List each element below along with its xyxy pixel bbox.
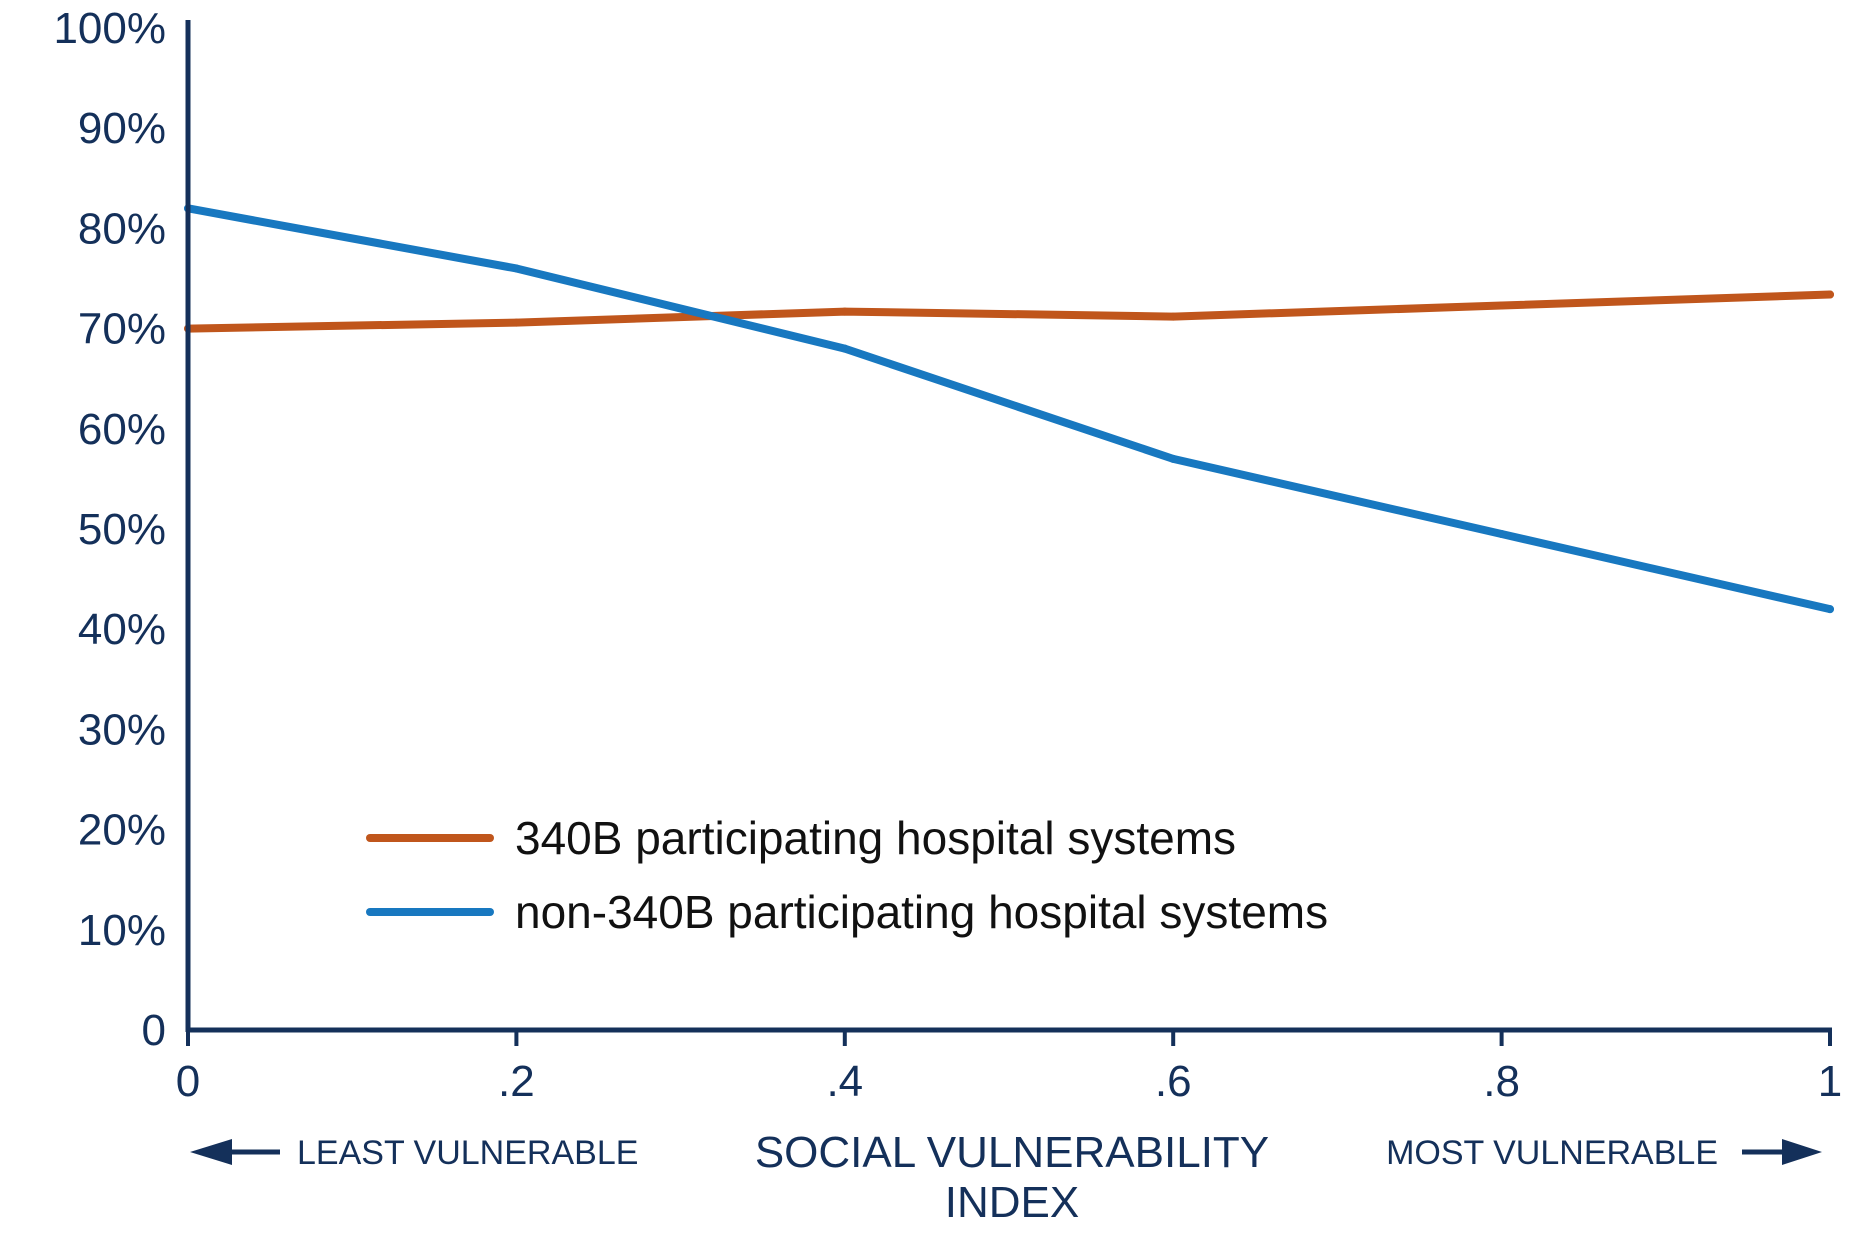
data-point: [512, 318, 521, 327]
y-tick-label: 0: [142, 1006, 166, 1055]
y-tick-label: 90%: [78, 104, 166, 153]
y-tick-label: 50%: [78, 505, 166, 554]
x-tick-label: .4: [826, 1057, 863, 1106]
y-tick-layer: 0 10% 20% 30% 40% 50% 60% 70% 80% 90% 100%: [53, 4, 166, 1055]
data-point: [1826, 290, 1834, 299]
y-tick-label: 10%: [78, 906, 166, 955]
y-tick-label: 100%: [53, 4, 166, 53]
y-tick-label: 80%: [78, 204, 166, 253]
x-tick-label: 0: [176, 1057, 200, 1106]
most-vulnerable-label: MOST VULNERABLE: [1386, 1134, 1718, 1172]
data-point: [840, 307, 849, 316]
y-tick-label: 20%: [78, 806, 166, 855]
x-tick-label: .6: [1155, 1057, 1192, 1106]
series-line-2: [184, 204, 1834, 614]
y-tick-label: 60%: [78, 405, 166, 454]
y-tick-label: 40%: [78, 605, 166, 654]
x-tick-label: 1: [1818, 1057, 1842, 1106]
data-point: [840, 344, 849, 353]
axes-layer: [185, 20, 1832, 1033]
series-layer: [184, 204, 1834, 614]
x-axis-title-line-2: INDEX: [945, 1178, 1079, 1227]
legend: 340B participating hospital systems non-3…: [366, 812, 1328, 938]
y-tick-label: 70%: [78, 305, 166, 354]
data-point: [1169, 312, 1178, 321]
left-arrow-icon: [190, 1139, 232, 1165]
series-line-1: [184, 290, 1834, 333]
data-point: [1497, 530, 1506, 539]
data-point: [1497, 301, 1506, 310]
x-tick-layer: 0 .2 .4 .6 .8 1: [176, 1030, 1842, 1106]
legend-label: non-340B participating hospital systems: [515, 886, 1328, 938]
x-tick-label: .2: [498, 1057, 535, 1106]
legend-label: 340B participating hospital systems: [515, 812, 1236, 864]
x-tick-label: .8: [1483, 1057, 1520, 1106]
x-axis-title-line-1: SOCIAL VULNERABILITY: [755, 1128, 1269, 1177]
least-vulnerable-label: LEAST VULNERABLE: [297, 1134, 638, 1172]
data-point: [1169, 454, 1178, 463]
right-arrow-icon: [1782, 1139, 1822, 1165]
y-tick-label: 30%: [78, 705, 166, 754]
data-point: [1826, 605, 1834, 614]
data-point: [512, 264, 521, 273]
axis-annotations: LEAST VULNERABLE SOCIAL VULNERABILITY IN…: [190, 1128, 1822, 1227]
